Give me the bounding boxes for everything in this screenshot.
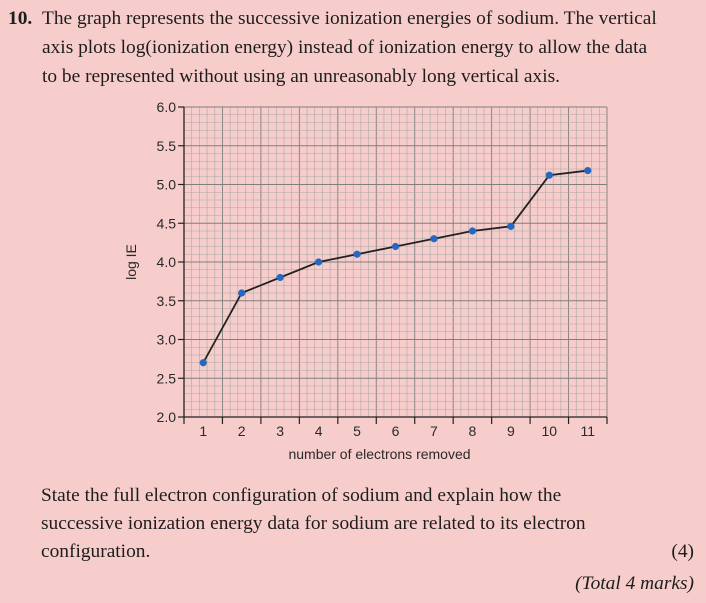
data-point: [314, 258, 323, 266]
x-tick-label: 10: [542, 423, 558, 439]
y-tick-label: 5.0: [157, 177, 177, 193]
data-point: [199, 359, 207, 367]
chart-axes: [178, 106, 608, 424]
x-tick-label: 8: [469, 423, 477, 439]
y-tick-label: 3.5: [157, 293, 177, 309]
ionization-energy-chart: 2.0 2.5 3.0 3.5 4.0 4.5 5.0 5.5 6.0 1 2 3 4 5 6 7 8 9 10 11…: [123, 99, 608, 462]
y-tick-label: 6.0: [157, 99, 177, 115]
x-tick-label: 4: [315, 423, 323, 439]
y-tick-label: 4.5: [157, 215, 177, 231]
total-marks-label: (Total 4 marks): [575, 573, 694, 594]
data-point: [545, 171, 553, 179]
x-tick-label: 3: [276, 423, 284, 439]
x-axis-title: number of electrons removed: [288, 446, 470, 462]
question-number: 10.: [8, 8, 33, 29]
x-tick-label: 11: [580, 423, 595, 439]
data-point: [507, 222, 515, 230]
question-line: axis plots log(ionization energy) instea…: [42, 37, 648, 58]
x-tick-label: 5: [353, 423, 361, 439]
y-tick-label: 2.5: [157, 370, 177, 386]
data-point: [276, 273, 284, 282]
chart-grid: [183, 106, 608, 418]
chart-series: [199, 166, 592, 367]
data-point: [353, 250, 361, 258]
y-tick-label: 4.0: [157, 254, 177, 270]
prompt-line: State the full electron configuration of…: [41, 485, 562, 506]
x-tick-label: 9: [507, 423, 515, 439]
chart-labels: 2.0 2.5 3.0 3.5 4.0 4.5 5.0 5.5 6.0 1 2 3 4 5 6 7 8 9 10 11…: [123, 99, 595, 462]
marks-label: (4): [671, 541, 694, 562]
data-point: [430, 235, 438, 243]
y-tick-label: 5.5: [157, 138, 177, 154]
question-line: to be represented without using an unrea…: [42, 66, 561, 87]
x-tick-label: 1: [199, 423, 207, 439]
prompt-line: configuration.: [41, 541, 151, 562]
question-line: The graph represents the successive ioni…: [42, 8, 657, 29]
question-prompt: State the full electron configuration of…: [41, 482, 661, 566]
data-point: [468, 227, 477, 235]
data-point: [391, 242, 400, 251]
y-axis-title: log IE: [123, 244, 139, 280]
y-tick-label: 3.0: [157, 332, 177, 348]
data-point: [238, 289, 246, 297]
x-tick-label: 6: [392, 423, 400, 439]
data-point: [584, 166, 592, 175]
y-tick-label: 2.0: [157, 409, 177, 425]
question-text: The graph represents the successive ioni…: [42, 4, 698, 91]
x-tick-label: 7: [430, 423, 438, 439]
x-tick-label: 2: [238, 423, 246, 439]
prompt-line: successive ionization energy data for so…: [41, 513, 586, 534]
